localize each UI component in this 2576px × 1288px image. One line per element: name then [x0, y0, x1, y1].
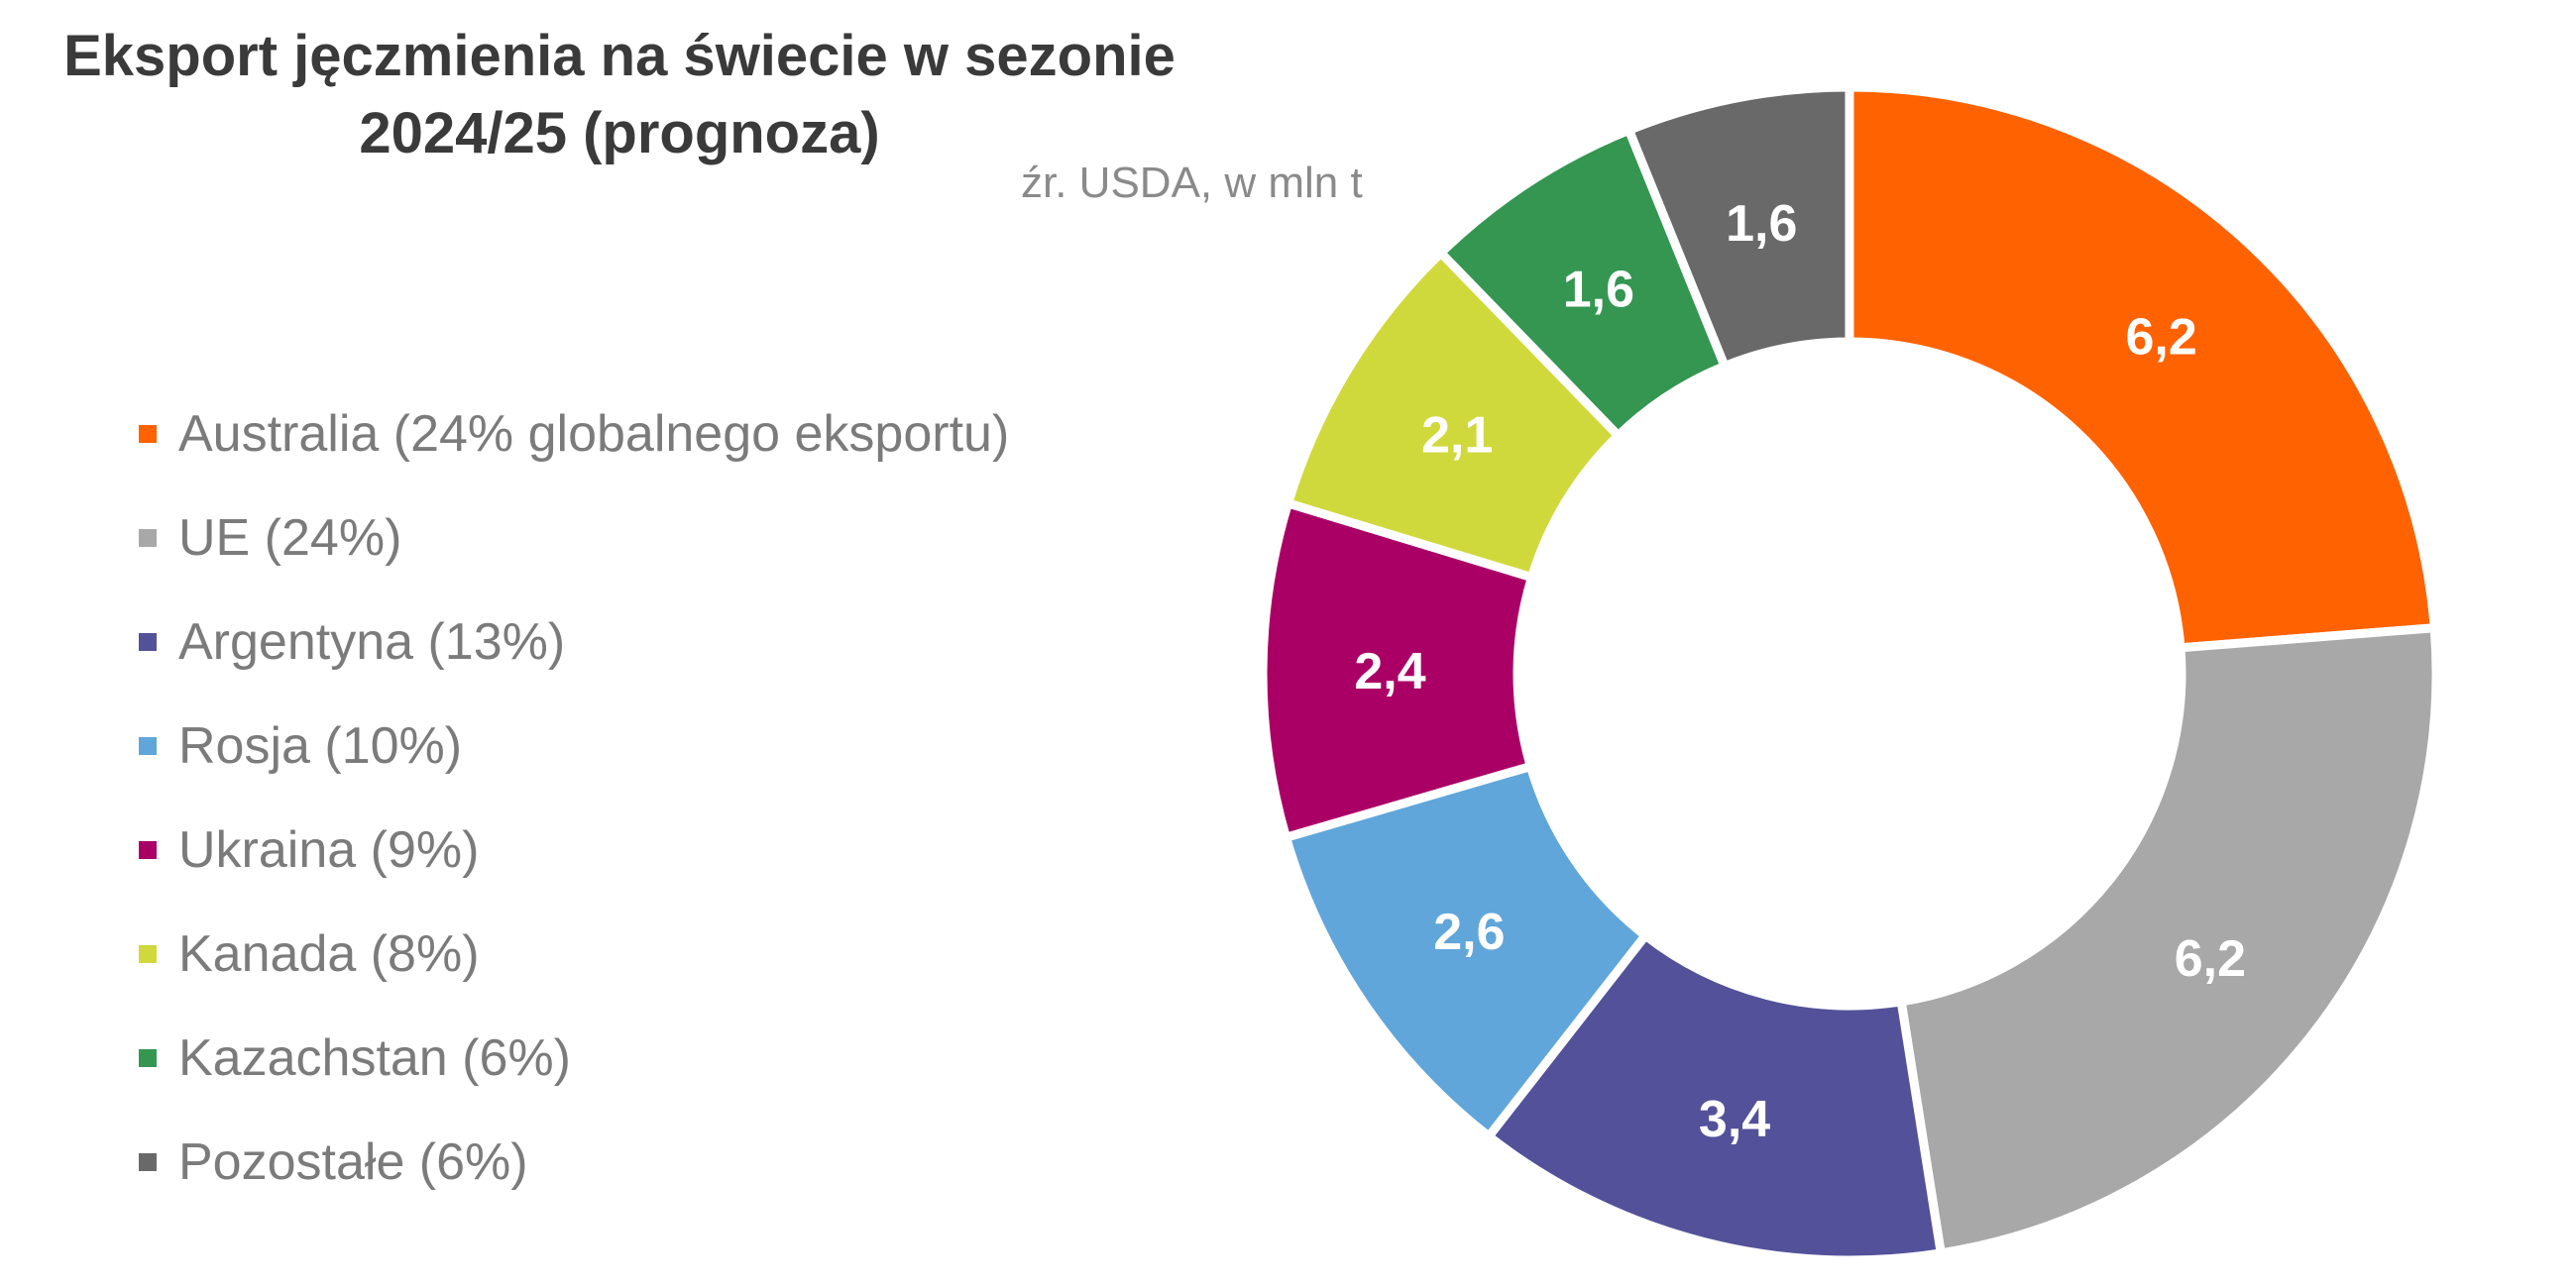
data-label: 6,2	[2126, 309, 2197, 367]
data-label: 2,1	[1421, 407, 1493, 465]
legend-label: Rosja (10%)	[178, 716, 463, 775]
donut-slice-australia	[1845, 82, 2440, 653]
legend-item: Kazachstan (6%)	[139, 1006, 1009, 1110]
chart-title-line-2: 2024/25 (prognoza)	[359, 101, 880, 165]
legend-label: Kazachstan (6%)	[178, 1028, 571, 1087]
legend-swatch	[139, 1152, 157, 1171]
legend-swatch	[139, 736, 157, 755]
legend-item: Rosja (10%)	[139, 694, 1009, 798]
legend-label: Kanada (8%)	[178, 924, 480, 983]
legend-item: Kanada (8%)	[139, 902, 1009, 1006]
chart-source: źr. USDA, w mln t	[1021, 159, 1363, 207]
legend-label: Argentyna (13%)	[178, 612, 566, 671]
legend-swatch	[139, 840, 157, 859]
donut-slice-pozostałe	[1623, 82, 1854, 373]
legend-swatch	[139, 424, 157, 443]
legend-item: UE (24%)	[139, 485, 1009, 590]
legend-label: Ukraina (9%)	[178, 820, 480, 879]
donut-slice-argentyna	[1482, 928, 1947, 1265]
donut-slice-ue	[1896, 622, 2441, 1258]
data-label: 6,2	[2175, 930, 2246, 988]
data-label: 3,4	[1699, 1091, 1770, 1148]
legend-label: Australia (24% globalnego eksportu)	[178, 404, 1010, 463]
legend-item: Pozostałe (6%)	[139, 1110, 1009, 1214]
legend-item: Ukraina (9%)	[139, 798, 1009, 902]
legend-item: Argentyna (13%)	[139, 590, 1009, 694]
legend-label: Pozostałe (6%)	[178, 1132, 528, 1191]
legend-label: UE (24%)	[178, 508, 402, 567]
legend-swatch	[139, 632, 157, 651]
legend-item: Australia (24% globalnego eksportu)	[139, 381, 1009, 485]
legend-swatch	[139, 1048, 157, 1067]
legend-swatch	[139, 528, 157, 547]
legend-swatch	[139, 944, 157, 963]
data-label: 1,6	[1726, 195, 1797, 253]
data-label: 1,6	[1563, 262, 1634, 319]
donut-slice-rosja	[1280, 760, 1652, 1143]
chart-legend: Australia (24% globalnego eksportu) UE (2…	[139, 381, 1009, 1214]
data-label: 2,4	[1354, 643, 1425, 700]
chart-title: Eksport jęczmienia na świecie w sezonie …	[0, 18, 1239, 172]
chart-title-line-1: Eksport jęczmienia na świecie w sezonie	[63, 24, 1176, 88]
data-label: 2,6	[1433, 904, 1505, 961]
